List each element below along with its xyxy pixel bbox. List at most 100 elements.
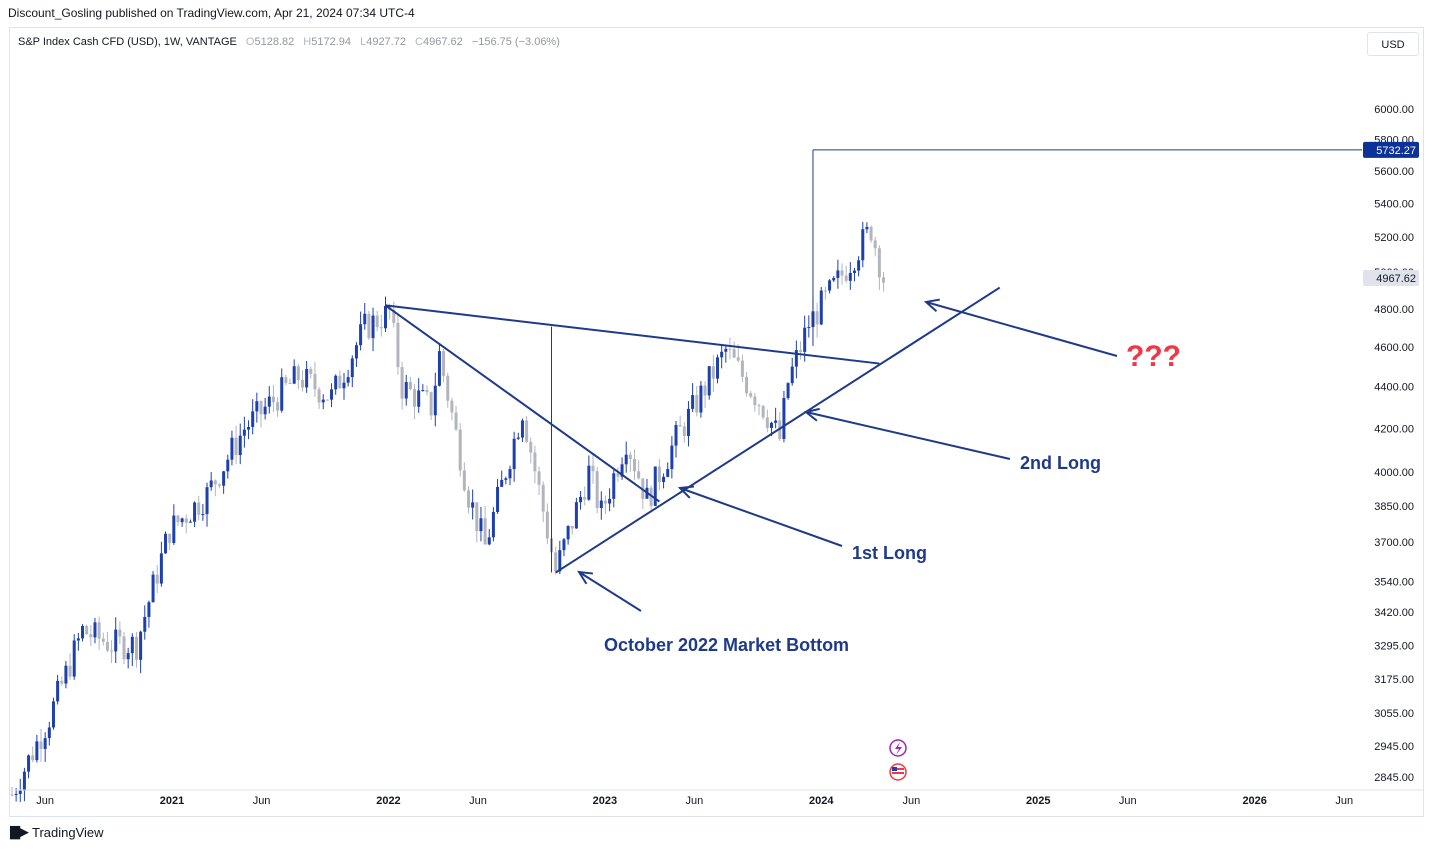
candle-body xyxy=(803,327,807,352)
candle-body xyxy=(159,553,163,584)
candle xyxy=(379,314,383,337)
candle xyxy=(496,478,500,514)
x-tick-label: 2022 xyxy=(376,795,400,807)
annotation-question: ??? xyxy=(1126,340,1181,373)
candle-body xyxy=(85,625,89,635)
candle xyxy=(35,734,39,763)
arrow-second-long xyxy=(803,407,1011,460)
candle xyxy=(242,416,246,448)
lightning-icon xyxy=(889,739,907,757)
candle xyxy=(280,368,284,413)
candle-body xyxy=(446,375,450,401)
candle-body xyxy=(716,357,720,379)
candle xyxy=(288,378,292,384)
candle xyxy=(363,303,367,330)
candle xyxy=(371,307,375,352)
candle-body xyxy=(807,327,811,329)
candle xyxy=(134,631,138,668)
candle-body xyxy=(574,502,578,529)
candle xyxy=(533,445,537,484)
candle xyxy=(176,514,180,526)
event-icons xyxy=(889,739,907,781)
candle xyxy=(454,405,458,431)
candle xyxy=(51,697,55,730)
candle xyxy=(545,503,549,545)
y-tick-label: 3055.00 xyxy=(1374,708,1414,720)
candle xyxy=(429,391,433,421)
candle xyxy=(130,633,134,667)
candle xyxy=(56,674,60,705)
candle-body xyxy=(105,641,109,651)
candle-body xyxy=(72,640,76,677)
candle-body xyxy=(89,634,93,638)
candle xyxy=(699,381,703,418)
candle-body xyxy=(699,385,703,413)
candle-body xyxy=(222,471,226,486)
candle xyxy=(823,286,827,300)
price-label-gray: 4967.62 xyxy=(1363,270,1419,287)
candle xyxy=(815,302,819,338)
candle xyxy=(217,483,221,489)
candle xyxy=(375,310,379,332)
price-label-dark: 5732.27 xyxy=(1363,141,1419,158)
candle-body xyxy=(790,366,794,384)
candle-body xyxy=(413,389,417,407)
candle-body xyxy=(508,469,512,479)
y-tick-label: 4000.00 xyxy=(1374,467,1414,479)
price-label-bg xyxy=(1363,270,1419,287)
candle xyxy=(330,383,334,408)
candle-body xyxy=(56,680,60,702)
candle-body xyxy=(836,270,840,278)
candle xyxy=(76,632,80,651)
chart-frame xyxy=(9,27,1424,817)
candle-body xyxy=(774,420,778,423)
candle xyxy=(193,501,197,528)
candle xyxy=(292,359,296,385)
candle-body xyxy=(51,701,55,728)
candle-body xyxy=(612,473,616,499)
x-tick-label: 2024 xyxy=(809,795,834,807)
currency-button[interactable]: USD xyxy=(1367,32,1419,56)
close-label: C xyxy=(415,36,423,48)
candle xyxy=(587,455,591,501)
tradingview-brand[interactable]: ▇▶ TradingView xyxy=(10,824,104,840)
candle-body xyxy=(176,515,180,523)
price-label-text: 4967.62 xyxy=(1376,273,1416,285)
candle xyxy=(446,372,450,408)
candle-body xyxy=(400,367,404,399)
candle-body xyxy=(238,435,242,456)
candle xyxy=(10,786,14,797)
candle-body xyxy=(624,454,628,465)
candle-body xyxy=(226,459,230,472)
candle xyxy=(201,503,205,521)
candle-body xyxy=(18,790,22,794)
candle xyxy=(105,631,109,653)
candle xyxy=(745,371,749,397)
candle-body xyxy=(392,309,396,323)
symbol-legend: S&P Index Cash CFD (USD), 1W, VANTAGE O5… xyxy=(18,36,560,48)
candle-body xyxy=(491,512,495,538)
candle xyxy=(504,476,508,485)
arrow-question-shaft xyxy=(925,301,1118,357)
candle xyxy=(637,460,641,480)
candle-body xyxy=(533,452,537,472)
candle-body xyxy=(583,496,587,500)
candle-body xyxy=(76,638,80,641)
candle xyxy=(740,354,744,382)
annotation-bottom: October 2022 Market Bottom xyxy=(604,635,849,655)
candle-body xyxy=(118,629,122,637)
candle xyxy=(226,454,230,479)
candle xyxy=(313,361,317,397)
candle-body xyxy=(873,240,877,249)
candle-body xyxy=(442,351,446,376)
candle xyxy=(300,370,304,392)
candle-body xyxy=(479,518,483,532)
arrow-bottom xyxy=(577,570,642,612)
us-flag-stripe xyxy=(892,772,904,774)
candle xyxy=(408,376,412,391)
candle xyxy=(421,384,425,392)
candle-body xyxy=(184,518,188,523)
candle xyxy=(367,310,371,340)
candle xyxy=(832,276,836,282)
